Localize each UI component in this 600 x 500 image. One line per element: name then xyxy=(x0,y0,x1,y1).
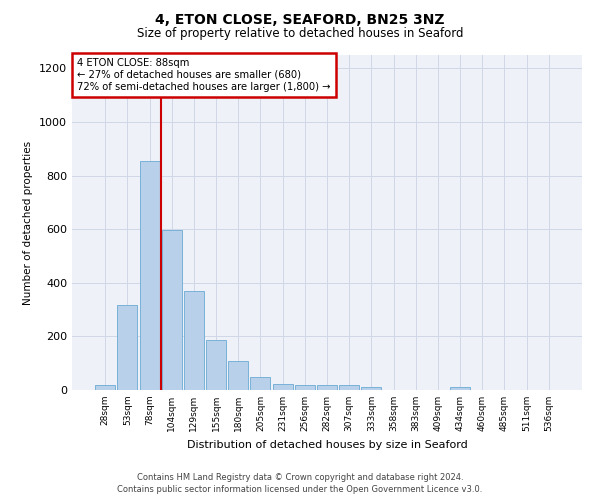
Bar xyxy=(95,385,115,390)
Bar xyxy=(184,291,204,390)
Bar xyxy=(450,388,470,390)
Bar xyxy=(317,385,337,390)
Text: Size of property relative to detached houses in Seaford: Size of property relative to detached ho… xyxy=(137,28,463,40)
Bar xyxy=(206,340,226,390)
Bar xyxy=(162,230,182,390)
Text: 4, ETON CLOSE, SEAFORD, BN25 3NZ: 4, ETON CLOSE, SEAFORD, BN25 3NZ xyxy=(155,12,445,26)
Bar xyxy=(295,385,315,390)
Bar xyxy=(250,377,271,390)
Y-axis label: Number of detached properties: Number of detached properties xyxy=(23,140,34,304)
Bar xyxy=(339,385,359,390)
Bar xyxy=(272,384,293,390)
Text: Contains HM Land Registry data © Crown copyright and database right 2024.
Contai: Contains HM Land Registry data © Crown c… xyxy=(118,472,482,494)
Text: 4 ETON CLOSE: 88sqm
← 27% of detached houses are smaller (680)
72% of semi-detac: 4 ETON CLOSE: 88sqm ← 27% of detached ho… xyxy=(77,58,331,92)
Bar xyxy=(228,361,248,390)
Bar xyxy=(118,305,137,390)
X-axis label: Distribution of detached houses by size in Seaford: Distribution of detached houses by size … xyxy=(187,440,467,450)
Bar xyxy=(140,161,160,390)
Bar xyxy=(361,388,382,390)
